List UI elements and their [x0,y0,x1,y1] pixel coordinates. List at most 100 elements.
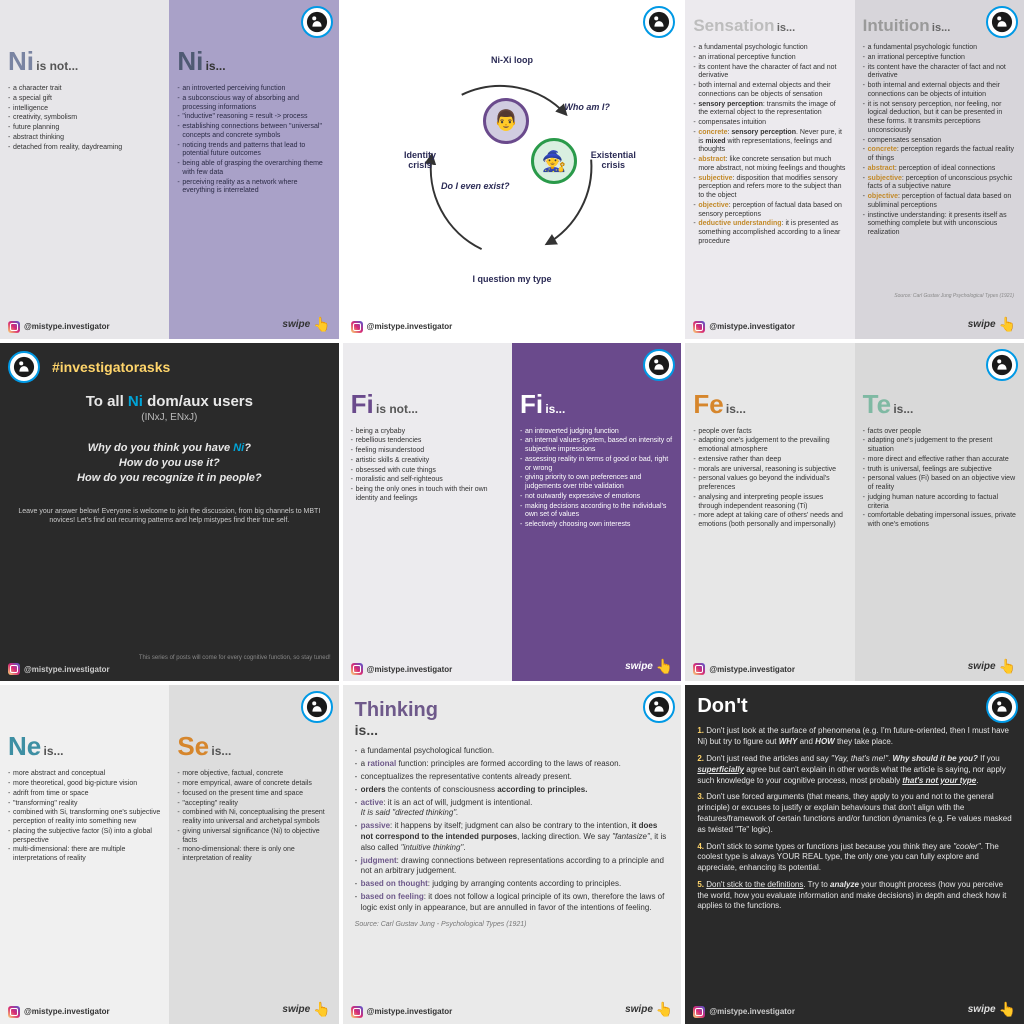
title-thinking: Thinking [355,699,670,722]
swipe-hint[interactable]: swipe [282,316,330,333]
loop-bottom-label: I question my type [452,274,572,284]
tag-is: is... [43,744,63,758]
title-intuition: Intuition [863,16,930,36]
handle: @mistype.investigator [367,1007,453,1016]
list-ni-not: a character traita special giftintellige… [8,85,161,152]
brand-logo [643,349,675,381]
title-te: Te [863,389,891,420]
brand-logo [643,691,675,723]
instagram-icon [8,321,20,333]
list-thinking: a fundamental psychological function.a r… [355,746,670,913]
loop-label-identity: Identity crisis [392,150,447,170]
loop-q-exist: Do I even exist? [440,181,510,191]
note-text: Leave your answer below! Everyone is wel… [14,507,325,525]
tag-is: is... [726,402,746,416]
card-loop-diagram: Ni-Xi loop 👨 🧙 Who am I? Identity crisis… [343,0,682,339]
list-se: more objective, factual, concretemore em… [177,770,330,864]
handle: @mistype.investigator [24,322,110,331]
swipe-hint[interactable]: swipe [968,658,1016,675]
brand-logo [301,691,333,723]
list-ni-is: an introverted perceiving functiona subc… [177,85,330,196]
tag-isnot: is not... [376,402,418,416]
tag-is: is... [355,722,378,738]
brand-logo [986,691,1018,723]
heading-to-all: To all Ni dom/aux users [14,393,325,410]
instagram-icon [351,663,363,675]
card-ne-se: Ne is... more abstract and conceptualmor… [0,685,339,1024]
avatar-purple: 👨 [483,98,529,144]
panel-ne: Ne is... more abstract and conceptualmor… [0,685,169,1024]
title-se: Se [177,731,209,762]
panel-intuition: Intuition is... a fundamental psychologi… [855,0,1024,339]
title-sensation: Sensation [693,16,774,36]
tag-is: is... [932,22,950,34]
brand-logo [301,6,333,38]
handle: @mistype.investigator [709,322,795,331]
list-intuition: a fundamental psychologic functionan irr… [863,44,1016,238]
source-text: Source: Carl Gustav Jung - Psychological… [355,921,670,928]
swipe-hint[interactable]: swipe [625,658,673,675]
subtitle-types: (INxJ, ENxJ) [14,412,325,423]
panel-ni-not: Ni is not... a character traita special … [0,0,169,339]
instagram-icon [693,1006,705,1018]
title-ni: Ni [177,46,203,77]
handle: @mistype.investigator [709,665,795,674]
panel-sensation: Sensation is... a fundamental psychologi… [685,0,854,339]
panel-te: Te is... facts over peopleadapting one's… [855,343,1024,682]
list-fi-is: an introverted judging functionan intern… [520,428,673,530]
title-ne: Ne [8,731,41,762]
card-ni-not-is: Ni is not... a character traita special … [0,0,339,339]
hashtag-text: #investigatorasks [52,359,325,375]
loop-top-label: Ni-Xi loop [491,55,533,65]
questions-block: Why do you think you have Ni? How do you… [14,441,325,487]
list-te: facts over peopleadapting one's judgemen… [863,428,1016,530]
card-fi: Fi is not... being a crybabyrebellious t… [343,343,682,682]
handle: @mistype.investigator [367,322,453,331]
card-investigator-asks: #investigatorasks To all Ni dom/aux user… [0,343,339,682]
tag-is: is... [211,744,231,758]
brand-logo [986,349,1018,381]
instagram-icon [8,1006,20,1018]
instagram-icon [693,321,705,333]
title-fi: Fi [351,389,374,420]
brand-logo [986,6,1018,38]
tag-is: is... [545,402,565,416]
swipe-hint[interactable]: swipe [968,316,1016,333]
list-dont: 1. Don't just look at the surface of phe… [697,726,1012,912]
list-fi-not: being a crybabyrebellious tendenciesfeel… [351,428,504,504]
swipe-hint[interactable]: swipe [968,1001,1016,1018]
swipe-hint[interactable]: swipe [625,1001,673,1018]
series-note: This series of posts will come for every… [139,655,331,661]
list-ne: more abstract and conceptualmore theoret… [8,770,161,864]
card-sensation-intuition: Sensation is... a fundamental psychologi… [685,0,1024,339]
list-sensation: a fundamental psychologic functionan irr… [693,44,846,247]
source-text: Source: Carl Gustav Jung Psychological T… [894,293,1014,299]
title-dont: Don't [697,695,1012,718]
loop-q-who: Who am I? [557,102,617,112]
card-fe-te: Fe is... people over factsadapting one's… [685,343,1024,682]
panel-fi-is: Fi is... an introverted judging function… [512,343,681,682]
handle: @mistype.investigator [24,1007,110,1016]
panel-se: Se is... more objective, factual, concre… [169,685,338,1024]
brand-logo [8,351,40,383]
handle: @mistype.investigator [709,1007,795,1016]
swipe-hint[interactable]: swipe [282,1001,330,1018]
instagram-icon [8,663,20,675]
list-fe: people over factsadapting one's judgemen… [693,428,846,530]
handle: @mistype.investigator [367,665,453,674]
instagram-icon [693,663,705,675]
panel-ni-is: Ni is... an introverted perceiving funct… [169,0,338,339]
handle: @mistype.investigator [24,665,110,674]
panel-fe: Fe is... people over factsadapting one's… [685,343,854,682]
tag-isnot: is not... [36,59,78,73]
tag-is: is... [777,22,795,34]
card-dont: Don't 1. Don't just look at the surface … [685,685,1024,1024]
title-fe: Fe [693,389,723,420]
brand-logo [643,6,675,38]
loop-label-existential: Existential crisis [581,150,646,170]
instagram-icon [351,1006,363,1018]
card-thinking: Thinking is... a fundamental psychologic… [343,685,682,1024]
tag-is: is... [206,59,226,73]
title-ni: Ni [8,46,34,77]
instagram-icon [351,321,363,333]
